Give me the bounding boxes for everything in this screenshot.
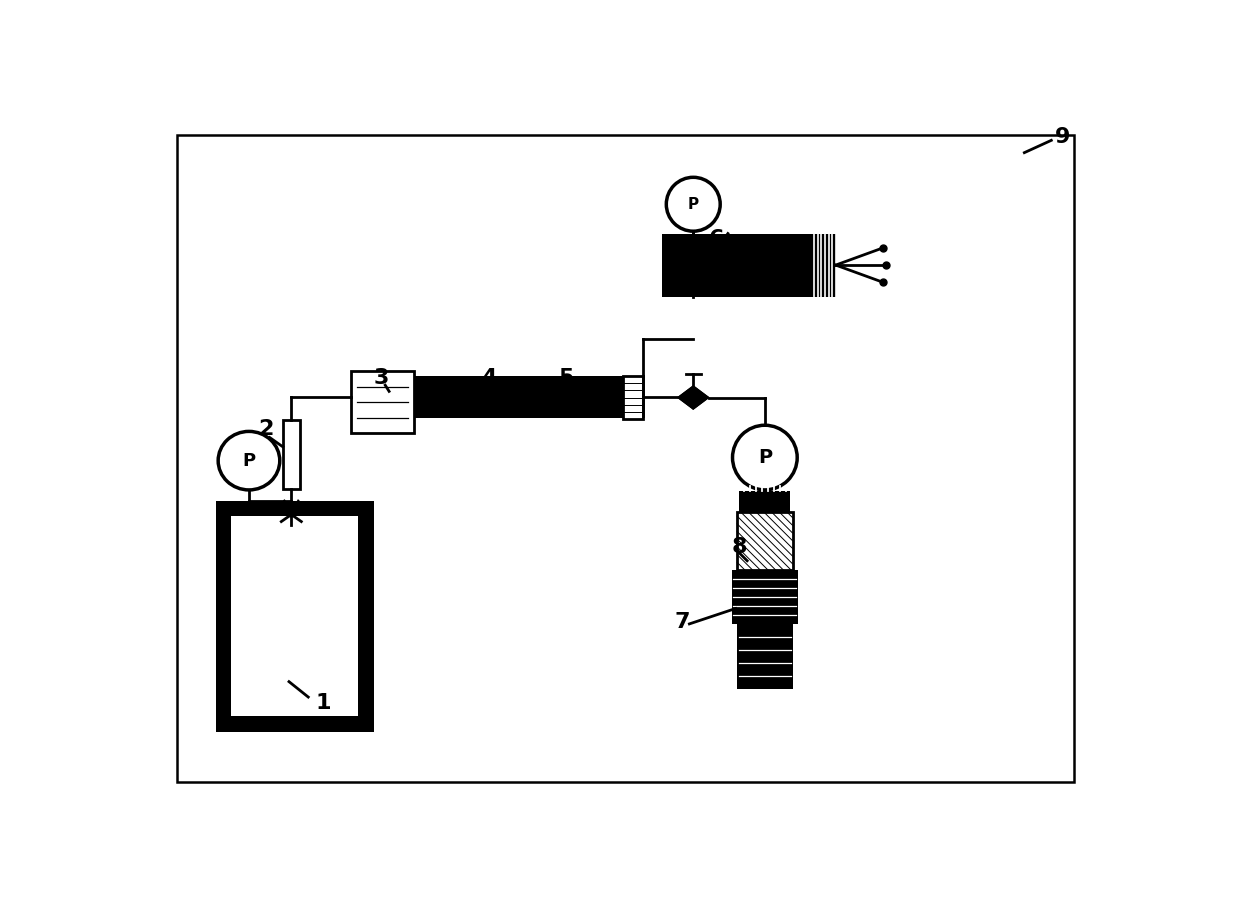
Bar bbox=[216, 500, 373, 732]
Bar bbox=[414, 376, 624, 418]
Text: 8: 8 bbox=[732, 537, 748, 557]
Bar bbox=[283, 419, 300, 490]
Text: 6: 6 bbox=[708, 230, 724, 249]
Bar bbox=[231, 516, 358, 716]
Text: 4: 4 bbox=[481, 368, 497, 388]
Text: 3: 3 bbox=[373, 368, 389, 388]
Bar bbox=[737, 512, 792, 570]
Bar bbox=[351, 372, 414, 433]
Text: 7: 7 bbox=[675, 612, 689, 632]
Bar bbox=[737, 624, 792, 689]
Polygon shape bbox=[693, 386, 708, 410]
Circle shape bbox=[666, 177, 720, 231]
Text: 1: 1 bbox=[316, 693, 331, 713]
Bar bbox=[624, 376, 644, 419]
Text: P: P bbox=[242, 452, 255, 470]
Text: P: P bbox=[688, 197, 699, 211]
Text: 9: 9 bbox=[1055, 127, 1070, 148]
Text: 5: 5 bbox=[558, 368, 574, 388]
Polygon shape bbox=[678, 386, 693, 410]
Text: 2: 2 bbox=[258, 419, 274, 439]
Bar bbox=[662, 233, 836, 297]
Circle shape bbox=[288, 511, 294, 517]
Circle shape bbox=[733, 425, 797, 490]
Bar bbox=[732, 570, 799, 624]
Bar bbox=[739, 491, 790, 512]
Ellipse shape bbox=[218, 431, 280, 490]
Text: P: P bbox=[758, 448, 773, 467]
